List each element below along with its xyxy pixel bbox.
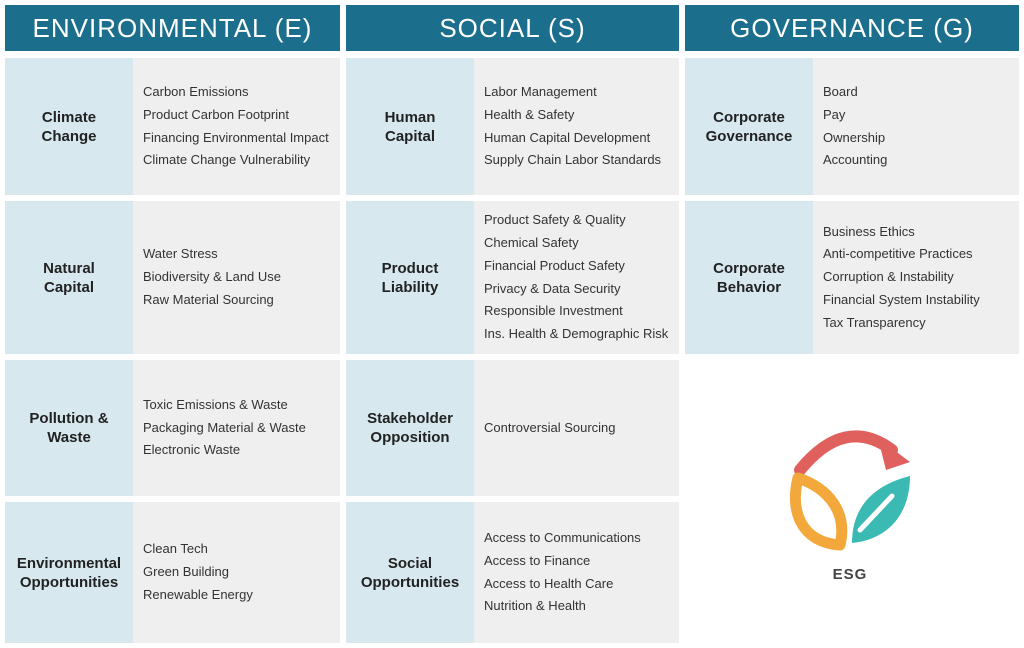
issue-item: Financing Environmental Impact bbox=[143, 129, 329, 145]
leaf-left-icon bbox=[789, 472, 848, 551]
factor-block: Product Liability Product Safety & Qualit… bbox=[346, 201, 679, 354]
category-label: Pollution & Waste bbox=[5, 360, 133, 496]
category-label: Corporate Governance bbox=[685, 58, 813, 195]
social-column: SOCIAL (S) Human Capital Labor Management… bbox=[346, 5, 679, 643]
issue-item: Access to Finance bbox=[484, 552, 591, 568]
issue-item: Corruption & Instability bbox=[823, 269, 954, 285]
issue-item: Pay bbox=[823, 106, 846, 122]
issue-item: Carbon Emissions bbox=[143, 84, 249, 100]
category-label: Natural Capital bbox=[5, 201, 133, 354]
issue-list: Business Ethics Anti-competitive Practic… bbox=[813, 201, 1019, 354]
issue-list: Labor Management Health & Safety Human C… bbox=[474, 58, 679, 195]
factor-block: Natural Capital Water Stress Biodiversity… bbox=[5, 201, 340, 354]
issue-item: Accounting bbox=[823, 152, 888, 168]
factor-block: Social Opportunities Access to Communicat… bbox=[346, 502, 679, 643]
category-label: Corporate Behavior bbox=[685, 201, 813, 354]
issue-item: Water Stress bbox=[143, 246, 218, 262]
logo-label: ESG bbox=[832, 566, 868, 583]
column-header: GOVERNANCE (G) bbox=[685, 5, 1019, 51]
issue-item: Toxic Emissions & Waste bbox=[143, 396, 288, 412]
issue-item: Labor Management bbox=[484, 84, 597, 100]
issue-item: Human Capital Development bbox=[484, 129, 651, 145]
issue-item: Supply Chain Labor Standards bbox=[484, 152, 662, 168]
issue-item: Business Ethics bbox=[823, 223, 915, 239]
issue-item: Board bbox=[823, 84, 858, 100]
issue-item: Packaging Material & Waste bbox=[143, 419, 306, 435]
issue-item: Tax Transparency bbox=[823, 314, 926, 330]
factor-block: Stakeholder Opposition Controversial Sour… bbox=[346, 360, 679, 496]
recycle-arrow-icon bbox=[794, 430, 898, 476]
issue-item: Raw Material Sourcing bbox=[143, 291, 274, 307]
factor-block: Corporate Behavior Business Ethics Anti-c… bbox=[685, 201, 1019, 354]
factor-block: Climate Change Carbon Emissions Product C… bbox=[5, 58, 340, 195]
issue-item: Ownership bbox=[823, 129, 886, 145]
issue-item: Biodiversity & Land Use bbox=[143, 269, 282, 285]
category-label: Social Opportunities bbox=[346, 502, 474, 643]
leaf-vein-icon bbox=[857, 493, 895, 533]
issue-list: Clean Tech Green Building Renewable Ener… bbox=[133, 502, 340, 643]
issue-item: Ins. Health & Demographic Risk bbox=[484, 325, 669, 341]
issue-item: Access to Health Care bbox=[484, 575, 614, 591]
category-label: Stakeholder Opposition bbox=[346, 360, 474, 496]
arrow-head-icon bbox=[878, 438, 910, 470]
factor-block: Pollution & Waste Toxic Emissions & Waste… bbox=[5, 360, 340, 496]
factor-block: Environmental Opportunities Clean Tech Gr… bbox=[5, 502, 340, 643]
column-header: ENVIRONMENTAL (E) bbox=[5, 5, 340, 51]
factor-block: Corporate Governance Board Pay Ownership … bbox=[685, 58, 1019, 195]
issue-list: Controversial Sourcing bbox=[474, 360, 679, 496]
category-label: Environmental Opportunities bbox=[5, 502, 133, 643]
issue-list: Access to Communications Access to Finan… bbox=[474, 502, 679, 643]
issue-item: Health & Safety bbox=[484, 106, 575, 122]
issue-list: Water Stress Biodiversity & Land Use Raw… bbox=[133, 201, 340, 354]
category-label: Climate Change bbox=[5, 58, 133, 195]
issue-item: Nutrition & Health bbox=[484, 598, 586, 614]
category-label: Human Capital bbox=[346, 58, 474, 195]
governance-column: GOVERNANCE (G) Corporate Governance Board… bbox=[685, 5, 1019, 354]
environmental-column: ENVIRONMENTAL (E) Climate Change Carbon E… bbox=[5, 5, 340, 643]
issue-item: Product Safety & Quality bbox=[484, 212, 626, 228]
issue-item: Renewable Energy bbox=[143, 586, 253, 602]
factor-block: Human Capital Labor Management Health & S… bbox=[346, 58, 679, 195]
issue-item: Privacy & Data Security bbox=[484, 280, 621, 296]
issue-item: Product Carbon Footprint bbox=[143, 106, 289, 122]
issue-item: Electronic Waste bbox=[143, 442, 241, 458]
issue-item: Financial Product Safety bbox=[484, 257, 625, 273]
issue-item: Clean Tech bbox=[143, 541, 208, 557]
esg-logo-icon bbox=[789, 430, 910, 551]
issue-list: Carbon Emissions Product Carbon Footprin… bbox=[133, 58, 340, 195]
issue-item: Access to Communications bbox=[484, 530, 641, 546]
category-label: Product Liability bbox=[346, 201, 474, 354]
column-header: SOCIAL (S) bbox=[346, 5, 679, 51]
issue-list: Product Safety & Quality Chemical Safety… bbox=[474, 201, 679, 354]
issue-item: Controversial Sourcing bbox=[484, 419, 616, 435]
issue-list: Toxic Emissions & Waste Packaging Materi… bbox=[133, 360, 340, 496]
issue-item: Chemical Safety bbox=[484, 235, 579, 251]
issue-item: Anti-competitive Practices bbox=[823, 246, 973, 262]
issue-item: Financial System Instability bbox=[823, 291, 980, 307]
issue-item: Climate Change Vulnerability bbox=[143, 152, 311, 168]
issue-item: Responsible Investment bbox=[484, 303, 623, 319]
issue-item: Green Building bbox=[143, 564, 229, 580]
issue-list: Board Pay Ownership Accounting bbox=[813, 58, 1019, 195]
